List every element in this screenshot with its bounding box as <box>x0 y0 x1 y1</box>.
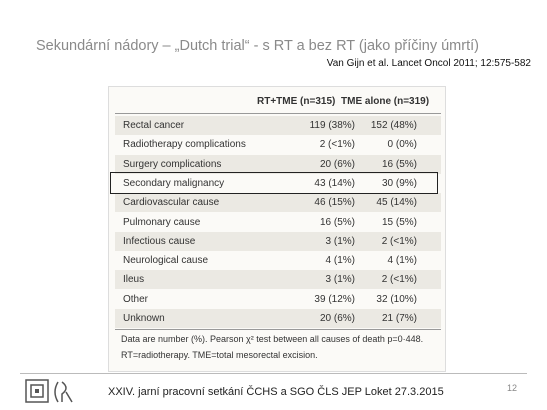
cell: 45 (14%) <box>376 197 417 209</box>
table-row: Other 39 (12%) 32 (10%) <box>115 290 441 309</box>
table-row: Surgery complications 20 (6%) 16 (5%) <box>115 154 441 174</box>
table-row: Infectious cause 3 (1%) 2 (<1%) <box>115 231 441 251</box>
table-note: RT=radiotherapy. TME=total mesorectal ex… <box>121 350 318 360</box>
row-label: Unknown <box>123 313 165 324</box>
cell: 43 (14%) <box>314 177 355 189</box>
row-label: Radiotherapy complications <box>123 139 246 151</box>
footer-rule <box>115 329 441 330</box>
table-note: Data are number (%). Pearson χ² test bet… <box>121 334 424 344</box>
cell: 2 (<1%) <box>381 235 417 247</box>
page-number: 12 <box>507 383 518 393</box>
row-label: Neurological cause <box>123 255 209 267</box>
row-label: Cardiovascular cause <box>123 197 220 209</box>
cell: 2 (<1%) <box>319 139 355 151</box>
cell: 3 (1%) <box>325 235 355 247</box>
row-label: Ileus <box>123 274 145 286</box>
cell: 20 (6%) <box>319 158 355 170</box>
cell: 32 (10%) <box>376 293 417 305</box>
logos <box>25 379 73 403</box>
cell: 152 (48%) <box>370 120 417 131</box>
table-row: Cardiovascular cause 46 (15%) 45 (14%) <box>115 193 441 213</box>
cell: 3 (1%) <box>325 274 355 286</box>
citation: Van Gijn et al. Lancet Oncol 2011; 12:57… <box>326 58 531 69</box>
table-row: Unknown 20 (6%) 21 (7%) <box>115 309 441 328</box>
header-rule <box>115 113 441 114</box>
table-row: Secondary malignancy 43 (14%) 30 (9%) <box>115 174 441 193</box>
cell: 2 (<1%) <box>381 274 417 286</box>
row-label: Secondary malignancy <box>123 177 225 189</box>
row-label: Other <box>123 293 149 305</box>
row-label: Pulmonary cause <box>123 216 201 228</box>
row-label: Infectious cause <box>123 235 196 247</box>
cell: 4 (1%) <box>325 255 355 267</box>
cell: 4 (1%) <box>387 255 417 267</box>
cell: 16 (5%) <box>319 216 355 228</box>
footer-text: XXIV. jarní pracovní setkání ČCHS a SGO … <box>108 386 444 398</box>
table-row: Rectal cancer 119 (38%) 152 (48%) <box>115 116 441 135</box>
row-label: Surgery complications <box>123 158 222 170</box>
column-header: TME alone (n=319) <box>341 96 430 107</box>
footer-rule <box>20 373 527 374</box>
cell: 0 (0%) <box>387 139 417 151</box>
column-header: RT+TME (n=315) <box>257 96 336 107</box>
slide-title: Sekundární nádory – „Dutch trial“ - s RT… <box>36 38 479 54</box>
cell: 39 (12%) <box>314 293 355 305</box>
table-row: Neurological cause 4 (1%) 4 (1%) <box>115 251 441 270</box>
table-row: Ileus 3 (1%) 2 (<1%) <box>115 270 441 290</box>
cell: 46 (15%) <box>314 197 355 209</box>
cell: 30 (9%) <box>381 177 417 189</box>
cell: 21 (7%) <box>381 313 417 324</box>
cell: 15 (5%) <box>381 216 417 228</box>
table-row: Radiotherapy complications 2 (<1%) 0 (0%) <box>115 135 441 154</box>
cell: 119 (38%) <box>309 120 355 131</box>
table: RT+TME (n=315) TME alone (n=319) Rectal … <box>108 86 446 372</box>
table-row: Pulmonary cause 16 (5%) 15 (5%) <box>115 213 441 232</box>
cell: 20 (6%) <box>319 313 355 324</box>
cell: 16 (5%) <box>381 158 417 170</box>
highlight-box <box>110 172 438 194</box>
row-label: Rectal cancer <box>123 120 185 131</box>
